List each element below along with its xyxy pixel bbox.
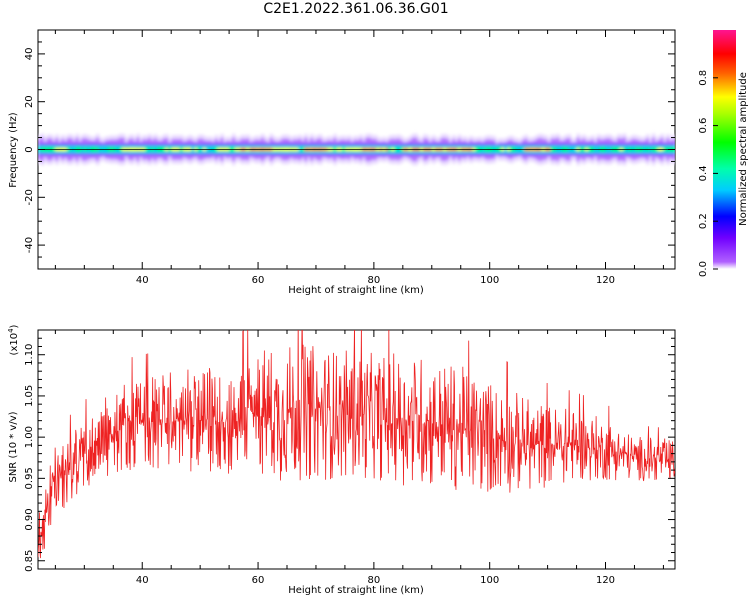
colorbar-tick-label: 0.6 [698, 118, 709, 134]
colorbar-tick-label: 0.2 [698, 213, 709, 229]
snr-xlabel: Height of straight line (km) [288, 585, 424, 596]
colorbar-tick-label: 0.0 [698, 261, 709, 277]
spectrogram-ytick-label: 40 [24, 48, 35, 61]
snr-xtick-label: 80 [368, 575, 381, 586]
spectrogram-ticks: 40 60 80 100 120 -40 -20 0 20 40 [24, 29, 675, 286]
colorbar-tick-label: 0.4 [698, 165, 709, 181]
spectrogram-xtick-label: 80 [368, 275, 381, 286]
snr-frame [37, 329, 676, 570]
snr-panel: 40 60 80 100 120 0.85 0.90 0.95 1.00 1.05 1.10 Hei… [7, 324, 676, 596]
spectrogram-ytick-label: 20 [24, 95, 35, 108]
spectrogram-xtick-label: 60 [252, 275, 265, 286]
spectrogram-band [38, 133, 675, 166]
spectrogram-xtick-label: 100 [480, 275, 499, 286]
snr-ytick-label: 1.00 [24, 426, 35, 448]
snr-ytick-label: 1.05 [24, 385, 35, 407]
snr-ticks: 40 60 80 100 120 0.85 0.90 0.95 1.00 1.05 1.10 [24, 329, 675, 586]
spectrogram-xtick-label: 40 [136, 275, 149, 286]
snr-ytick-label: 0.95 [24, 467, 35, 489]
colorbar-ticks: 0.0 0.2 0.4 0.6 0.8 [698, 70, 718, 277]
colorbar: 0.0 0.2 0.4 0.6 0.8 Normalized spectral ampl… [698, 30, 749, 277]
snr-series-line [38, 330, 675, 559]
snr-scale-label: (x104) [7, 324, 20, 355]
spectrogram-ytick-label: -40 [24, 237, 35, 253]
spectrogram-panel: 40 60 80 100 120 -40 -20 0 20 40 Height of straig… [8, 29, 676, 296]
spectrogram-xlabel: Height of straight line (km) [288, 285, 424, 296]
snr-xtick-label: 100 [480, 575, 499, 586]
svg-text:(x104): (x104) [7, 324, 20, 355]
snr-ytick-label: 1.10 [24, 344, 35, 366]
spectrogram-ytick-label: -20 [24, 189, 35, 205]
spectrogram-xtick-label: 120 [596, 275, 615, 286]
colorbar-gradient [713, 30, 736, 269]
snr-xtick-label: 60 [252, 575, 265, 586]
colorbar-tick-label: 0.8 [698, 70, 709, 86]
spectrogram-ytick-label: 0 [24, 146, 35, 152]
snr-ytick-label: 0.85 [24, 550, 35, 572]
snr-xtick-label: 120 [596, 575, 615, 586]
snr-ylabel: SNR (10 * v/v) [8, 411, 19, 482]
figure-title: C2E1.2022.361.06.36.G01 [263, 1, 449, 17]
colorbar-label: Normalized spectral amplitude [738, 72, 749, 226]
snr-xtick-label: 40 [136, 575, 149, 586]
spectrogram-ylabel: Frequency (Hz) [8, 112, 19, 188]
snr-ytick-label: 0.90 [24, 508, 35, 530]
